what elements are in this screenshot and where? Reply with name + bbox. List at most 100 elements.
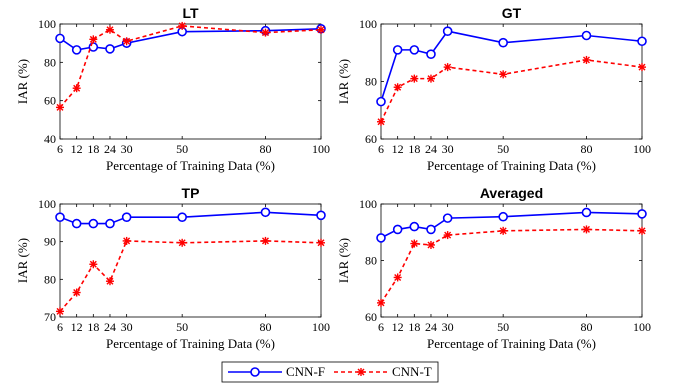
x-tick-label: 24	[104, 142, 116, 156]
y-axis-label: IAR (%)	[15, 238, 30, 283]
x-tick-label: 30	[442, 320, 454, 334]
data-point-cnn-t	[393, 273, 402, 282]
y-axis-label: IAR (%)	[15, 59, 30, 104]
data-point-cnn-t	[89, 260, 98, 269]
legend-label-cnn-t: CNN-T	[392, 364, 432, 379]
x-tick-label: 80	[580, 320, 592, 334]
data-point-cnn-f	[392, 224, 403, 235]
chart-panel-averaged: Averaged 6 12 18 24 30 50 80 100 60 80 100 Percentag…	[336, 185, 651, 351]
series-cnn-t	[377, 225, 646, 307]
data-point-cnn-f	[105, 218, 115, 229]
y-axis-label: IAR (%)	[336, 59, 351, 104]
chart-panel-gt: GT 6 12 18 24 30 50 80 100 60 80 100 Percentage of T…	[336, 5, 651, 173]
x-tick-label: 100	[633, 320, 651, 334]
data-point-cnn-f	[426, 49, 436, 59]
series-cnn-f	[376, 26, 647, 107]
series-cnn-t	[377, 55, 646, 126]
x-axis-label: Percentage of Training Data (%)	[427, 336, 596, 351]
x-tick-label: 30	[121, 320, 133, 334]
x-tick-label: 50	[497, 320, 509, 334]
legend: CNN-F CNN-T	[221, 361, 439, 383]
data-point-cnn-t	[105, 277, 114, 286]
data-point-cnn-t	[582, 225, 591, 234]
data-point-cnn-t	[261, 236, 270, 245]
y-tick-label: 90	[44, 235, 56, 249]
y-tick-label: 60	[365, 132, 377, 146]
data-point-cnn-f	[55, 212, 65, 222]
series-line-cnn-t	[380, 59, 643, 123]
x-axis-label: Percentage of Training Data (%)	[106, 336, 275, 351]
series-cnn-f	[55, 207, 326, 229]
data-point-cnn-t	[72, 84, 81, 93]
x-tick-label: 80	[259, 142, 271, 156]
x-tick-label: 18	[87, 142, 99, 156]
data-point-cnn-f	[442, 26, 453, 36]
data-point-cnn-f	[88, 218, 99, 229]
legend-box	[221, 361, 439, 383]
data-point-cnn-f	[316, 210, 326, 221]
data-point-cnn-t	[56, 307, 64, 316]
x-tick-label: 12	[392, 142, 404, 156]
x-tick-label: 12	[392, 320, 404, 334]
x-tick-label: 100	[312, 320, 330, 334]
chart-title: TP	[182, 185, 200, 201]
data-point-cnn-t	[377, 298, 385, 307]
x-tick-label: 80	[259, 320, 271, 334]
x-axis-label: Percentage of Training Data (%)	[106, 158, 275, 173]
data-point-cnn-f	[637, 209, 647, 219]
data-point-cnn-t	[122, 37, 131, 46]
x-tick-label: 50	[497, 142, 509, 156]
data-point-cnn-t	[443, 231, 452, 240]
data-point-cnn-t	[178, 21, 187, 30]
data-point-cnn-t	[410, 239, 419, 248]
y-tick-label: 80	[44, 55, 56, 69]
legend-label-cnn-f: CNN-F	[286, 364, 325, 379]
x-tick-label: 6	[378, 320, 384, 334]
chart-panels: LT 6 12 18 24 30 50 80 100 40 60 80 100 Percentage of…	[15, 5, 651, 351]
data-point-cnn-f	[581, 30, 592, 41]
x-tick-label: 18	[408, 142, 420, 156]
legend-item-cnn-t: CNN-T	[334, 364, 432, 379]
x-tick-label: 6	[57, 320, 63, 334]
data-point-cnn-t	[72, 288, 81, 297]
data-point-cnn-t	[105, 25, 114, 34]
data-point-cnn-t	[426, 240, 435, 249]
x-tick-label: 18	[87, 320, 99, 334]
y-tick-label: 80	[365, 254, 377, 268]
series-cnn-t	[56, 21, 325, 112]
data-point-cnn-t	[317, 25, 325, 34]
data-point-cnn-t	[638, 226, 646, 235]
x-tick-label: 6	[57, 142, 63, 156]
series-cnn-f	[376, 207, 647, 243]
y-tick-label: 100	[38, 17, 56, 31]
x-tick-label: 24	[425, 320, 437, 334]
x-tick-label: 50	[176, 320, 188, 334]
data-point-cnn-f	[121, 212, 132, 222]
data-point-cnn-f	[177, 212, 187, 222]
legend-item-cnn-f: CNN-F	[228, 364, 325, 379]
x-tick-label: 24	[425, 142, 437, 156]
series-line-cnn-t	[380, 228, 643, 304]
x-tick-label: 30	[442, 142, 454, 156]
data-point-cnn-f	[442, 213, 453, 223]
x-tick-label: 12	[71, 320, 83, 334]
legend-marker-cnn-t	[357, 368, 365, 376]
data-point-cnn-t	[122, 236, 131, 245]
y-tick-label: 80	[365, 75, 377, 89]
y-tick-label: 100	[38, 197, 56, 211]
y-tick-label: 40	[44, 132, 56, 146]
data-point-cnn-t	[426, 74, 435, 83]
y-tick-label: 100	[359, 197, 377, 211]
data-point-cnn-t	[499, 70, 508, 79]
data-point-cnn-f	[409, 221, 420, 232]
data-point-cnn-f	[637, 36, 647, 47]
data-point-cnn-f	[498, 37, 508, 48]
series-line-cnn-t	[59, 240, 322, 312]
data-point-cnn-f	[376, 233, 386, 243]
x-tick-label: 80	[580, 142, 592, 156]
data-point-cnn-f	[260, 207, 271, 218]
data-point-cnn-f	[581, 207, 592, 218]
data-point-cnn-t	[56, 103, 64, 112]
data-point-cnn-t	[410, 74, 419, 83]
